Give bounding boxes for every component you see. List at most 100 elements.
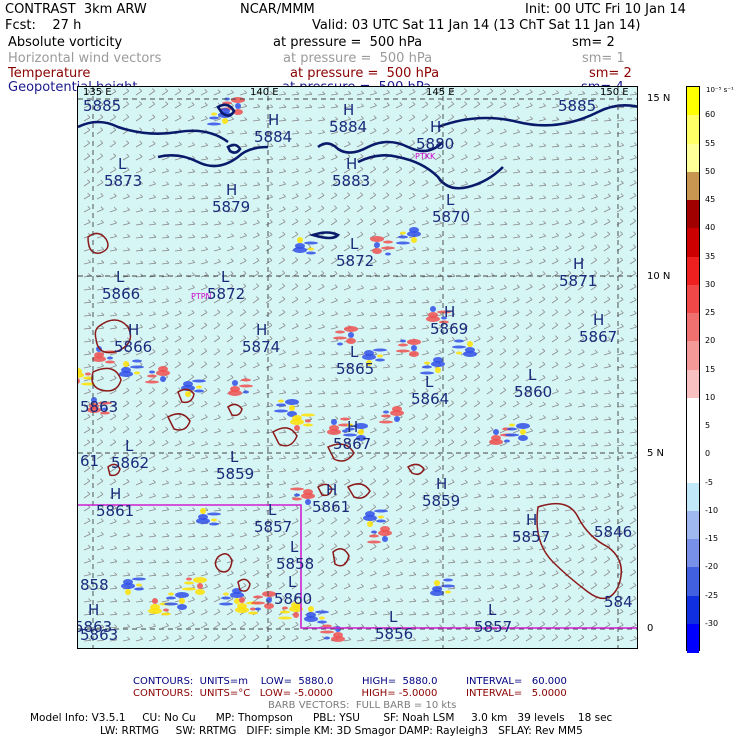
colorbar-swatch: [687, 228, 699, 258]
height-marker-high: H: [128, 321, 139, 339]
colorbar-swatch: [687, 595, 699, 625]
height-value: 5857: [512, 528, 550, 546]
init-time: Init: 00 UTC Fri 10 Jan 14: [525, 2, 686, 17]
height-marker-high: H: [430, 118, 441, 136]
height-value: 5874: [242, 338, 280, 356]
height-marker-high: H: [88, 601, 99, 619]
height-marker-low: L: [425, 373, 434, 391]
height-marker-high: H: [436, 475, 447, 493]
height-value: 5864: [411, 390, 449, 408]
colorbar-label: -20: [705, 562, 719, 572]
height-marker-high: H: [526, 511, 537, 529]
lon-label-150: 150 E: [600, 87, 629, 98]
organization: NCAR/MMM: [240, 2, 315, 17]
height-marker-high: H: [268, 111, 279, 129]
colorbar-label: 20: [705, 336, 716, 346]
colorbar-label: 60: [705, 110, 716, 120]
colorbar-label: -30: [705, 618, 719, 628]
lon-label-145: 145 E: [426, 87, 455, 98]
height-value: 5865: [336, 360, 374, 378]
colorbar-swatch: [687, 143, 699, 173]
lat-label-15n: 15 N: [647, 93, 671, 104]
height-contour-5880: [78, 103, 637, 240]
height-marker-high: H: [444, 303, 455, 321]
field-name-wind: Horizontal wind vectors: [8, 51, 162, 66]
colorbar-label: 10: [705, 392, 716, 402]
field-pressure-temperature: at pressure = 500 hPa: [290, 66, 440, 81]
height-marker-low: L: [230, 448, 239, 466]
lon-label-140: 140 E: [250, 87, 279, 98]
vorticity-shading: [78, 97, 530, 642]
colorbar-swatch: [687, 510, 699, 540]
height-marker-low: L: [125, 437, 134, 455]
height-marker-low: L: [389, 608, 398, 626]
wind-barbs: [83, 88, 637, 642]
edge-height-value: 858: [80, 576, 109, 594]
colorbar-label: 45: [705, 195, 716, 204]
height-value: 5861: [312, 498, 350, 516]
height-marker-high: H: [226, 181, 237, 199]
edge-height-value: 61: [80, 452, 99, 470]
field-sm-temperature: sm= 2: [589, 66, 632, 81]
map-canvas: 135 E 140 E 145 E 150 E PTKK PTPN H5884H…: [78, 87, 637, 648]
height-value: 5884: [254, 128, 292, 146]
height-marker-low: L: [290, 538, 299, 556]
colorbar-swatch: [687, 256, 699, 286]
height-marker-low: L: [446, 191, 455, 209]
colorbar-swatch: [687, 482, 699, 512]
lat-lon-grid: [78, 87, 637, 648]
height-value: 5866: [114, 338, 152, 356]
colorbar-swatch: [687, 87, 699, 116]
lat-label-10n: 10 N: [647, 271, 671, 282]
colorbar-swatch: [687, 397, 699, 427]
valid-time: Valid: 03 UTC Sat 11 Jan 14 (13 ChT Sat …: [312, 18, 641, 33]
colorbar-swatch: [687, 426, 699, 455]
lon-label-135: 135 E: [83, 87, 112, 98]
footer-contours-temp: CONTOURS: UNITS=°C LOW= -5.0000 HIGH= -5…: [133, 688, 567, 699]
height-value: 5872: [207, 285, 245, 303]
edge-height-value: 5863: [80, 626, 118, 644]
height-marker-low: L: [528, 366, 537, 384]
field-name-vorticity: Absolute vorticity: [8, 35, 123, 50]
nested-domain-box: [78, 504, 637, 629]
height-value: 5873: [104, 172, 142, 190]
colorbar-swatch: [687, 313, 699, 342]
field-name-temperature: Temperature: [8, 66, 91, 81]
colorbar-label: 5: [705, 421, 711, 430]
height-marker-high: H: [326, 481, 337, 499]
footer-physics-info: LW: RRTMG SW: RRTMG DIFF: simple KM: 3D …: [100, 725, 583, 737]
lat-label-5n: 5 N: [647, 448, 665, 459]
height-marker-high: H: [573, 255, 584, 273]
colorbar-label: 25: [705, 308, 716, 317]
height-marker-low: L: [221, 268, 230, 286]
height-value: 5879: [212, 198, 250, 216]
vorticity-colorbar: [686, 86, 700, 653]
footer-contours-height: CONTOURS: UNITS=m LOW= 5880.0 HIGH= 5880…: [133, 676, 567, 687]
field-pressure-wind: at pressure = 500 hPa: [283, 51, 433, 66]
height-value: 5869: [430, 320, 468, 338]
edge-height-value: 584: [604, 593, 633, 611]
height-value: 5867: [579, 328, 617, 346]
colorbar-label: 35: [705, 251, 716, 261]
height-marker-high: H: [110, 485, 121, 503]
height-value: 5857: [474, 618, 512, 636]
height-marker-low: L: [288, 573, 297, 591]
height-value: 5870: [432, 208, 470, 226]
field-sm-vorticity: sm= 2: [572, 35, 615, 50]
edge-height-values: 5885 5885 5863 61 858 5846 584 5863: [80, 97, 633, 644]
colorbar-label: 30: [705, 279, 716, 289]
height-value: 5859: [422, 492, 460, 510]
edge-height-value: 5885: [558, 97, 596, 115]
height-marker-high: H: [256, 321, 267, 339]
colorbar-swatch: [687, 567, 699, 597]
height-value: 5859: [216, 465, 254, 483]
height-value: 5860: [514, 383, 552, 401]
field-pressure-vorticity: at pressure = 500 hPa: [273, 35, 423, 50]
height-value: 5858: [276, 555, 314, 573]
height-value: 5863: [78, 618, 112, 636]
height-marker-low: L: [118, 155, 127, 173]
colorbar-label: 40: [705, 223, 716, 233]
height-marker-high: H: [593, 311, 604, 329]
edge-height-value: 5863: [80, 398, 118, 416]
